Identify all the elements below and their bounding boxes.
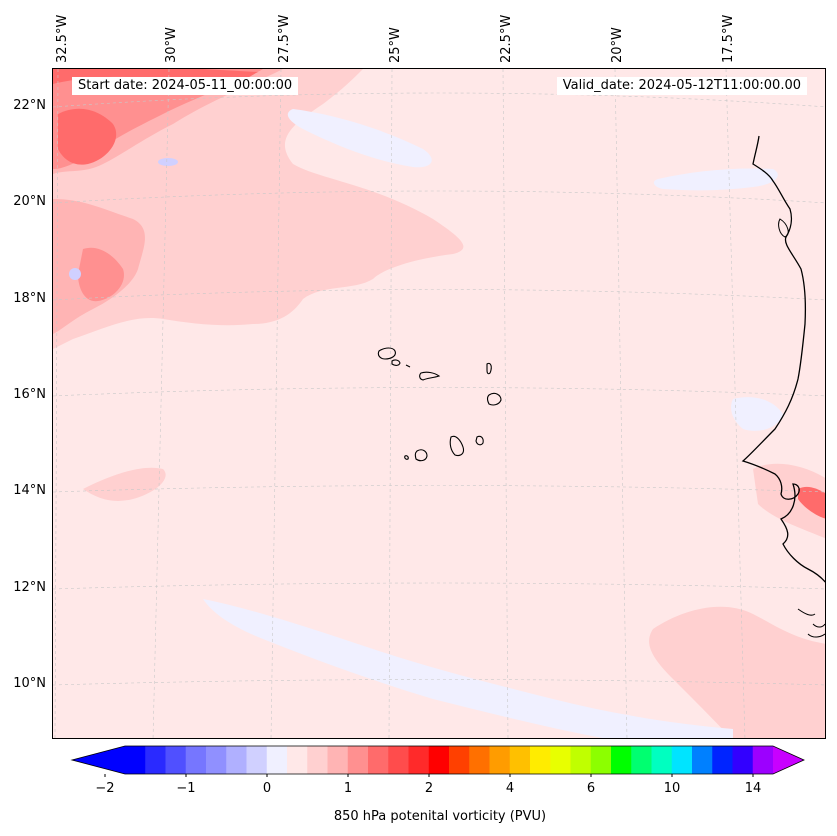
colorbar-swatch <box>732 746 754 774</box>
colorbar-swatch <box>752 746 774 774</box>
colorbar-swatch <box>651 746 673 774</box>
colorbar-tick-2: 2 <box>424 781 434 796</box>
island-santo-antao <box>377 347 396 360</box>
island-santiago <box>449 435 465 457</box>
lon-label-32.5w: 32.5°W <box>55 14 70 63</box>
colorbar-swatch <box>226 746 247 774</box>
lon-label-27.5w: 27.5°W <box>277 14 292 63</box>
colorbar-outline <box>70 745 805 775</box>
colorbar-tick-neg1: −1 <box>176 781 196 796</box>
colorbar <box>70 745 805 777</box>
colorbar-tick-0: 0 <box>262 781 272 796</box>
lat-label-14n: 14°N <box>13 483 46 498</box>
island-sao-vicente <box>391 359 401 366</box>
lat-label-16n: 16°N <box>13 387 46 402</box>
colorbar-swatch <box>611 746 632 774</box>
pv-contour-east-red <box>798 486 825 519</box>
pv-contour-central-pink <box>83 467 166 501</box>
pv-contour-negative-streak-north <box>287 109 432 168</box>
pv-contour-negative-streak-east <box>653 168 778 191</box>
island-brava <box>404 455 409 460</box>
island-fogo <box>414 449 428 462</box>
island-sao-nicolau <box>419 371 441 381</box>
lat-label-22n: 22°N <box>13 98 46 113</box>
island-santa-luzia <box>405 364 411 368</box>
island-sal <box>486 362 492 375</box>
colorbar-swatch <box>530 746 551 774</box>
colorbar-swatch <box>246 746 268 774</box>
colorbar-swatch <box>206 746 227 774</box>
pv-contour-northwest-red-2 <box>58 108 117 165</box>
colorbar-swatch <box>550 746 571 774</box>
island-maio <box>475 435 484 446</box>
colorbar-swatch <box>266 746 288 774</box>
colorbar-tick-6: 6 <box>586 781 596 796</box>
lat-label-10n: 10°N <box>13 676 46 691</box>
lon-label-25w: 25°W <box>388 27 403 63</box>
colorbar-tick-neg2: −2 <box>95 781 115 796</box>
colorbar-tick-10: 10 <box>663 781 681 796</box>
valid-date-label: Valid_date: 2024-05-12T11:00:00.00 <box>556 77 807 95</box>
colorbar-swatch <box>631 746 652 774</box>
africa-coastline-islets <box>778 218 825 638</box>
lon-label-17.5w: 17.5°W <box>721 14 736 63</box>
graticule <box>53 69 825 738</box>
colorbar-swatch <box>570 746 592 774</box>
island-boa-vista <box>486 392 502 406</box>
lat-label-12n: 12°N <box>13 580 46 595</box>
colorbar-swatch <box>185 746 207 774</box>
colorbar-swatch <box>287 746 308 774</box>
colorbar-swatch <box>449 746 470 774</box>
colorbar-swatch <box>712 746 733 774</box>
lat-label-18n: 18°N <box>13 291 46 306</box>
colorbar-extend-min <box>72 746 125 774</box>
cape-verde-islands <box>377 347 502 462</box>
pv-contour-west-salmon <box>78 247 124 302</box>
colorbar-swatch <box>671 746 693 774</box>
map-panel <box>52 68 826 739</box>
colorbar-swatch <box>368 746 389 774</box>
colorbar-tick-4: 4 <box>505 781 515 796</box>
colorbar-extend-max <box>773 746 804 774</box>
colorbar-swatch <box>408 746 430 774</box>
pv-negative-spot <box>158 158 178 166</box>
pv-negative-spot-2 <box>69 268 81 280</box>
colorbar-swatch <box>590 746 612 774</box>
colorbar-swatch <box>125 746 146 774</box>
colorbar-swatch <box>692 746 713 774</box>
lon-label-20w: 20°W <box>610 27 625 63</box>
colorbar-swatch <box>165 746 187 774</box>
pv-contour-southeast-pink <box>649 606 825 738</box>
lat-label-20n: 20°N <box>13 194 46 209</box>
colorbar-swatch <box>469 746 490 774</box>
pv-contour-negative-coast <box>731 397 783 431</box>
pv-field-map <box>53 69 825 738</box>
colorbar-swatch <box>327 746 349 774</box>
colorbar-swatch <box>145 746 166 774</box>
africa-coastline <box>741 135 825 583</box>
colorbar-swatch <box>509 746 531 774</box>
pv-contour-negative-streak-south <box>203 599 733 738</box>
colorbar-swatch <box>307 746 328 774</box>
colorbar-title: 850 hPa potenital vorticity (PVU) <box>333 809 547 824</box>
colorbar-swatch <box>388 746 409 774</box>
lon-label-30w: 30°W <box>164 27 179 63</box>
colorbar-tick-1: 1 <box>343 781 353 796</box>
colorbar-swatch <box>428 746 450 774</box>
pv-contour-northwest-band <box>53 69 464 349</box>
colorbar-swatch <box>347 746 369 774</box>
lon-label-22.5w: 22.5°W <box>499 14 514 63</box>
colorbar-tick-14: 14 <box>744 781 762 796</box>
pv-contour-east-pink <box>753 463 825 539</box>
colorbar-swatch <box>489 746 511 774</box>
start-date-label: Start date: 2024-05-11_00:00:00 <box>72 77 299 95</box>
